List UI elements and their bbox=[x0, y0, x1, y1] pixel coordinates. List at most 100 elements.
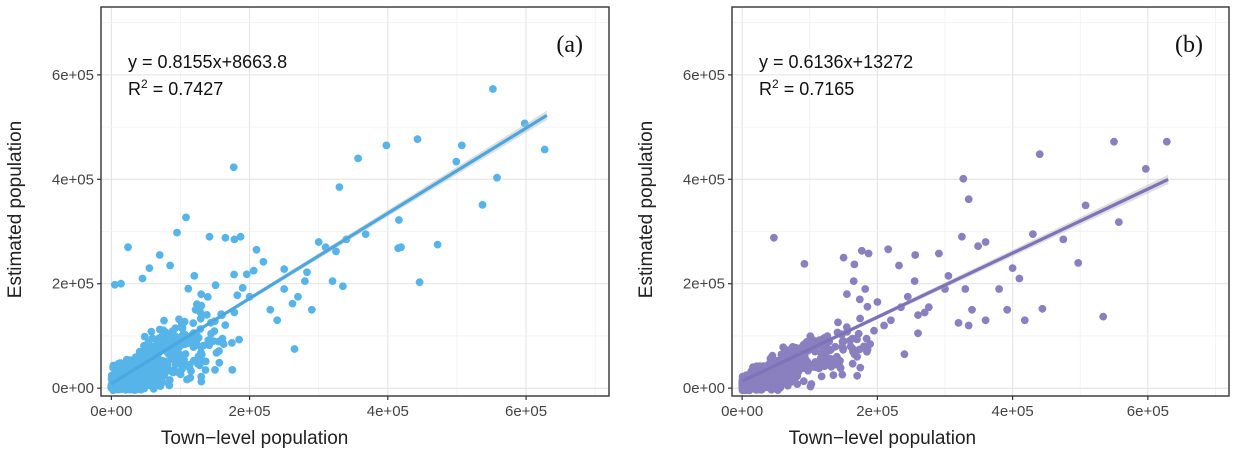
panel-b-equation: y = 0.6136x+13272 bbox=[759, 52, 913, 72]
y-tick-label: 2e+05 bbox=[683, 276, 725, 293]
data-point bbox=[832, 352, 841, 361]
data-point bbox=[190, 272, 199, 280]
panel-b-fit bbox=[741, 174, 1169, 383]
data-point bbox=[249, 266, 258, 275]
data-point bbox=[218, 334, 227, 343]
panel-a-r-label: R bbox=[128, 79, 141, 99]
data-point bbox=[520, 119, 529, 128]
panel-b-r-sup: 2 bbox=[772, 77, 779, 91]
data-point bbox=[110, 280, 119, 289]
data-point bbox=[189, 319, 198, 327]
data-point bbox=[221, 233, 230, 242]
data-point bbox=[229, 163, 238, 172]
data-point bbox=[914, 311, 922, 319]
data-point bbox=[843, 290, 851, 298]
data-point bbox=[168, 327, 177, 335]
data-point bbox=[914, 329, 922, 338]
panel-b-x-axis-label: Town−level population bbox=[789, 428, 977, 449]
data-point bbox=[811, 347, 819, 356]
data-point bbox=[924, 303, 933, 312]
data-point bbox=[361, 230, 370, 239]
data-point bbox=[770, 379, 779, 387]
panel-a-r-value: = 0.7427 bbox=[148, 79, 224, 99]
data-point bbox=[1141, 165, 1150, 173]
panel-b-label: (b) bbox=[1175, 32, 1203, 58]
x-tick-label: 2e+05 bbox=[229, 403, 271, 420]
data-point bbox=[1008, 264, 1017, 272]
data-point bbox=[126, 373, 135, 382]
data-point bbox=[1003, 305, 1012, 314]
data-point bbox=[1038, 304, 1047, 313]
panel-a-grid bbox=[101, 7, 609, 396]
x-tick-label: 0e+00 bbox=[721, 403, 763, 420]
data-point bbox=[165, 381, 174, 390]
data-point bbox=[739, 386, 748, 394]
data-point bbox=[493, 173, 501, 182]
x-tick-label: 4e+05 bbox=[367, 403, 409, 420]
data-point bbox=[307, 305, 316, 314]
data-point bbox=[823, 332, 832, 340]
panel-b-r-squared: R2 = 0.7165 bbox=[759, 77, 854, 99]
data-point bbox=[138, 350, 147, 359]
data-point bbox=[489, 85, 497, 93]
data-point bbox=[864, 249, 873, 258]
data-point bbox=[849, 277, 858, 285]
data-point bbox=[178, 319, 186, 327]
data-point bbox=[197, 290, 206, 299]
data-point bbox=[197, 343, 205, 352]
data-point bbox=[433, 240, 442, 249]
data-point bbox=[235, 335, 244, 344]
data-point bbox=[242, 270, 251, 279]
data-point bbox=[160, 316, 168, 325]
data-point bbox=[857, 246, 866, 255]
panel-b-r-value: = 0.7165 bbox=[779, 79, 855, 99]
data-point bbox=[236, 232, 245, 241]
data-point bbox=[964, 195, 973, 204]
data-point bbox=[903, 292, 912, 301]
data-point bbox=[116, 359, 125, 367]
data-point bbox=[478, 201, 487, 209]
data-point bbox=[124, 243, 132, 252]
data-point bbox=[910, 277, 919, 285]
panel-b-ticks: 0e+00 2e+05 4e+05 6e+05 0e+00 2e+05 4e+05 6e+05 bbox=[683, 67, 1169, 420]
panel-b-r-label: R bbox=[759, 79, 772, 99]
data-point bbox=[853, 352, 861, 361]
data-point bbox=[958, 232, 966, 241]
data-point bbox=[288, 299, 297, 308]
x-tick-label: 6e+05 bbox=[505, 403, 547, 420]
data-point bbox=[935, 249, 943, 258]
data-point bbox=[839, 344, 848, 353]
data-point bbox=[273, 316, 282, 325]
panel-a-r-squared: R2 = 0.7427 bbox=[128, 77, 223, 99]
data-point bbox=[394, 244, 403, 253]
data-point bbox=[831, 360, 840, 369]
panel-a-ticks: 0e+00 2e+05 4e+05 6e+05 0e+00 2e+05 4e+05 6e+05 bbox=[52, 67, 547, 420]
data-point bbox=[159, 326, 168, 335]
data-point bbox=[791, 347, 800, 355]
data-point bbox=[211, 366, 219, 374]
data-point bbox=[800, 260, 809, 268]
data-point bbox=[1110, 137, 1118, 146]
data-point bbox=[753, 385, 762, 394]
data-point bbox=[853, 371, 862, 380]
data-point bbox=[1020, 316, 1029, 325]
data-point bbox=[339, 282, 347, 291]
data-point bbox=[202, 311, 211, 319]
data-point bbox=[194, 360, 202, 368]
data-point bbox=[117, 279, 125, 288]
data-point bbox=[873, 298, 882, 306]
panel-a-fit bbox=[110, 110, 548, 386]
data-point bbox=[140, 341, 148, 350]
x-tick-label: 0e+00 bbox=[90, 403, 132, 420]
data-point bbox=[848, 359, 857, 368]
data-point bbox=[197, 350, 206, 359]
data-point bbox=[193, 300, 201, 309]
data-point bbox=[820, 347, 829, 356]
data-point bbox=[228, 366, 237, 374]
data-point bbox=[812, 363, 821, 372]
data-point bbox=[182, 213, 190, 222]
data-point bbox=[964, 321, 973, 330]
data-point bbox=[215, 347, 223, 355]
data-point bbox=[784, 367, 792, 375]
data-point bbox=[183, 339, 192, 348]
